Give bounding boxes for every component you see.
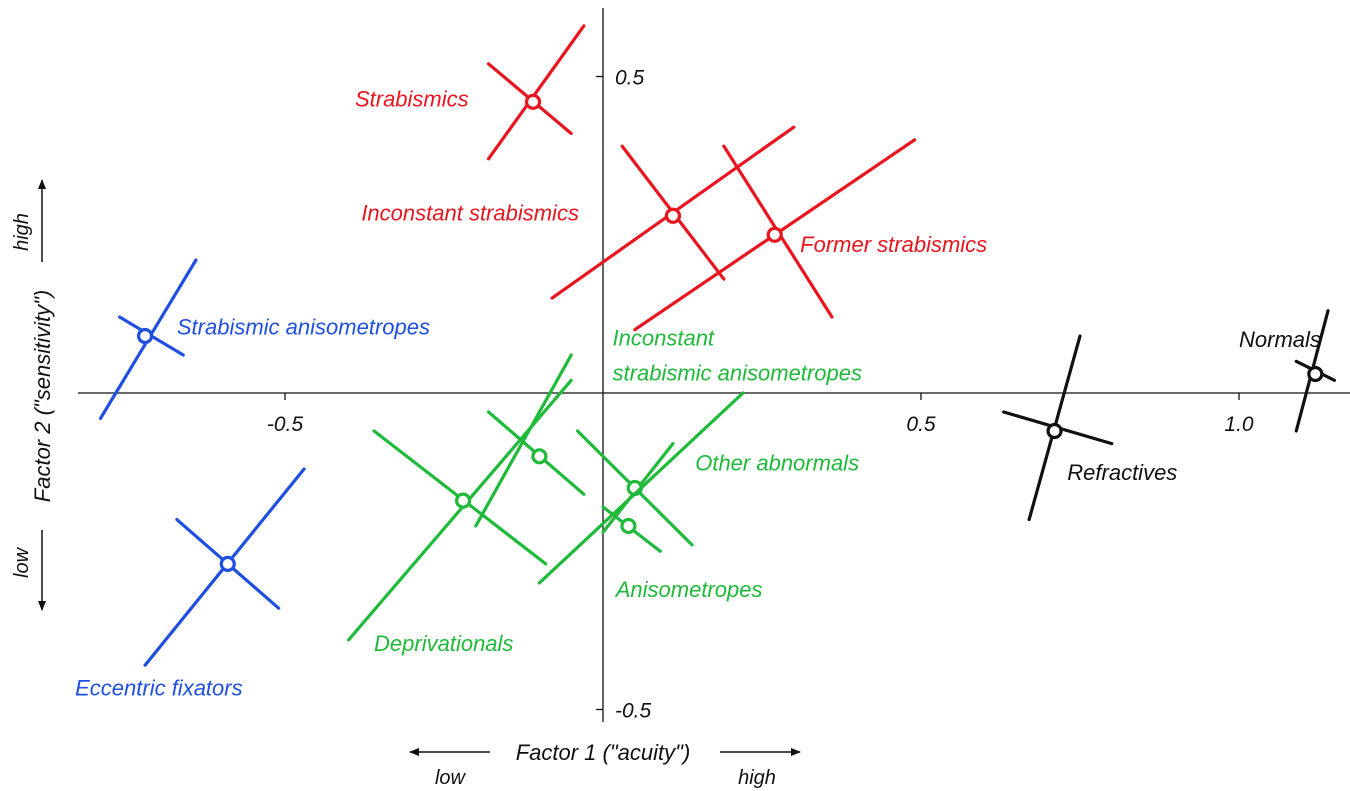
group-label: Anisometropes [614,577,763,602]
group-normals [1294,309,1337,433]
group-inconstant-strabismic-anisometropes [474,353,586,528]
group-label: Deprivationals [374,631,513,656]
inconstant-strabismics-mean-point [664,207,682,224]
strabismics-major-axis-bar [486,24,586,161]
group-label: Inconstant strabismics [361,201,579,226]
group-labels: Strabismics Inconstant strabismics Former … [75,87,1321,701]
group-label: Former strabismics [800,232,987,257]
x-axis-title: Factor 1 ("acuity") [516,740,691,765]
strabismics-mean-point [524,93,542,110]
y-dir-low: low [11,546,33,578]
strabismic-anisometropes-mean-point [136,327,154,345]
group-label: Strabismic anisometropes [177,315,430,340]
normals-mean-point [1307,365,1324,383]
group-markers [98,24,1337,667]
ticks: -0.5 0.5 1.0 0.5 -0.5 [267,67,1254,723]
y-dir-high: high [11,213,33,251]
anisometropes-mean-point [620,517,637,535]
group-former-strabismics [633,138,917,332]
y-tick-label: -0.5 [615,700,652,723]
group-label: Other abnormals [695,451,859,476]
axes [78,8,1350,722]
x-tick-label: 1.0 [1224,413,1254,436]
group-anisometropes [537,391,745,585]
y-axis-title: Factor 2 ("sensitivity") [30,290,55,502]
x-dir-high: high [738,767,776,789]
group-label-line2: strabismic anisometropes [613,360,862,385]
group-refractives [1002,334,1114,522]
group-label: Strabismics [355,87,469,112]
former-strabismics-mean-point [766,226,783,243]
group-eccentric-fixators [143,467,306,667]
group-label: Eccentric fixators [75,675,243,700]
group-label: Inconstant [613,326,715,351]
group-strabismics [486,24,586,161]
group-deprivationals [347,378,573,642]
deprivationals-major-axis-bar [347,378,573,642]
group-label: Normals [1239,327,1321,352]
group-strabismic-anisometropes [98,258,198,420]
x-tick-label: -0.5 [267,413,304,436]
anisometropes-major-axis-bar [537,391,745,585]
y-tick-label: 0.5 [615,67,645,90]
deprivationals-mean-point [454,492,472,509]
x-tick-label: 0.5 [906,413,936,436]
eccentric-fixators-mean-point [219,555,236,573]
x-dir-low: low [435,767,467,789]
refractives-mean-point [1046,422,1063,440]
inconstant-strabismic-anisometropes-mean-point [531,448,548,465]
group-label: Refractives [1067,460,1177,485]
group-inconstant-strabismics [550,125,796,300]
